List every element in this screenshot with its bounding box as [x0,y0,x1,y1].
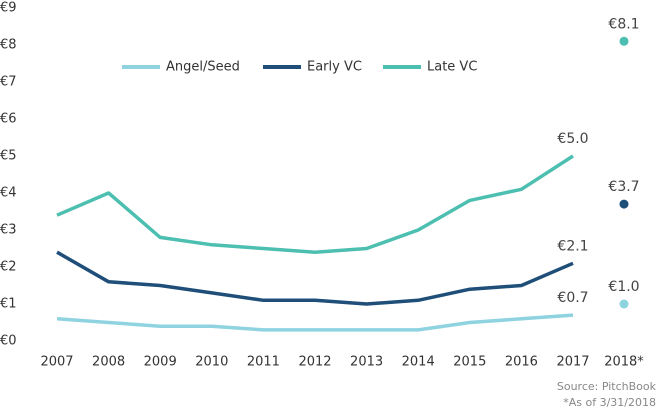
x-tick-label: 2016 [505,355,538,370]
value-label: €3.7 [608,179,639,195]
x-tick-label: 2008 [92,355,125,370]
series-line [56,313,574,332]
x-tick-label: 2015 [453,355,486,370]
value-label: €1.0 [608,279,639,295]
point [619,199,629,209]
value-label: €2.1 [557,238,588,254]
y-tick-label: €6 [0,112,17,127]
legend-label: Angel/Seed [166,60,240,75]
x-tick-label: 2017 [556,355,589,370]
y-tick-label: €8 [0,38,17,53]
x-tick-label: 2018* [604,355,644,370]
y-tick-label: €5 [0,149,17,164]
legend-label: Late VC [427,60,477,75]
y-tick-label: €4 [0,186,17,201]
y-tick-label: €3 [0,223,17,238]
series-line [56,250,574,306]
x-tick-label: 2010 [195,355,228,370]
y-tick-label: €2 [0,260,17,275]
value-label: €0.7 [557,290,588,306]
x-tick-label: 2009 [144,355,177,370]
legend-label: Early VC [307,60,362,75]
footnote: *As of 3/31/2018 [563,396,656,409]
value-label: €8.1 [608,16,639,32]
x-tick-label: 2011 [247,355,280,370]
y-tick-label: €1 [0,297,17,312]
point [619,36,629,46]
value-label: €5.0 [557,131,588,147]
source: Source: PitchBook [557,380,657,393]
y-tick-label: €0 [0,334,17,349]
x-tick-label: 2007 [40,355,73,370]
x-tick-label: 2013 [350,355,383,370]
y-tick-label: €9 [0,1,17,16]
x-tick-label: 2014 [402,355,435,370]
series-line [56,154,574,254]
point [619,299,629,309]
x-tick-label: 2012 [298,355,331,370]
y-tick-label: €7 [0,75,17,90]
